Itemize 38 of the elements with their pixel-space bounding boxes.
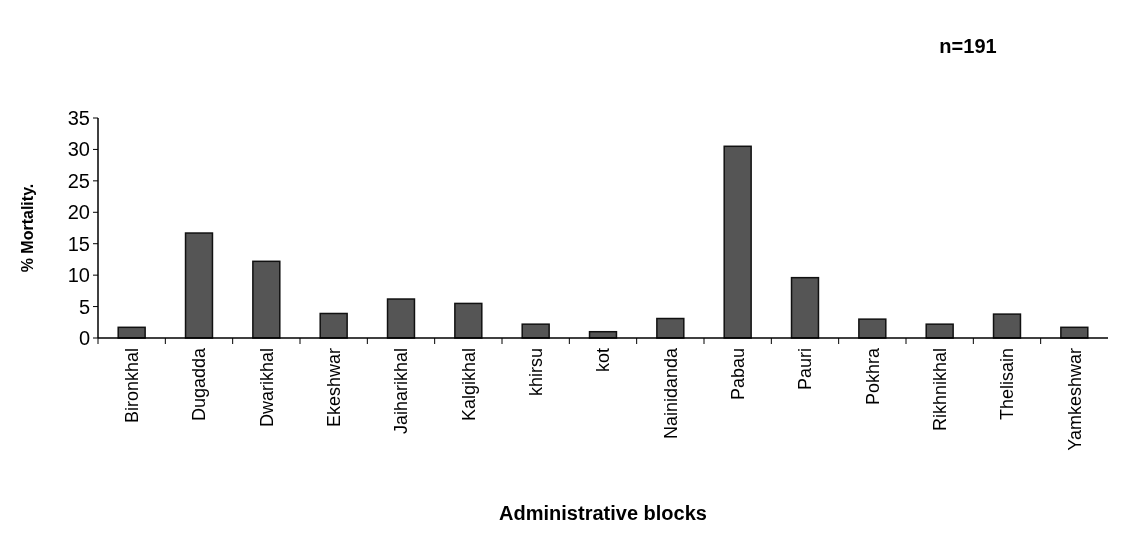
bar: [454, 302, 483, 339]
bar: [723, 145, 752, 339]
x-axis-title: Administrative blocks: [499, 502, 707, 524]
x-tick-label: Pauri: [795, 348, 816, 391]
bar: [992, 313, 1022, 339]
x-tick-label: khirsu: [525, 348, 546, 397]
x-tick-label: Dwarikhal: [256, 348, 277, 428]
x-tick-label: kot: [593, 348, 614, 373]
x-tick-label: Dugadda: [189, 347, 210, 422]
x-tick-label: Jaiharikhal: [391, 348, 412, 435]
y-tick-label: 25: [67, 169, 90, 192]
bar: [521, 323, 550, 339]
x-tick-label: Yamkeshwar: [1064, 348, 1085, 451]
y-tick-label: 35: [67, 107, 90, 129]
y-tick-label: 5: [78, 295, 90, 318]
y-tick-label: 20: [67, 201, 90, 224]
chart-title: n=191: [939, 35, 997, 57]
bar: [386, 298, 416, 339]
bar: [252, 260, 281, 339]
x-tick-label: Bironkhal: [121, 348, 142, 424]
y-tick-label: 15: [67, 232, 90, 255]
x-tick-label: Nainidanda: [660, 347, 681, 440]
bar: [184, 232, 214, 339]
bar: [925, 323, 954, 339]
x-tick-label: Ekeshwar: [323, 347, 344, 428]
bar: [319, 312, 348, 339]
bar: [656, 317, 685, 339]
y-tick-label: 30: [67, 138, 90, 161]
y-tick-label: 0: [78, 327, 90, 349]
x-tick-label: Pokhra: [862, 347, 883, 406]
x-tick-label: Thelisain: [997, 348, 1018, 421]
x-tick-label: Pabau: [727, 348, 748, 401]
x-tick-label: Kalgikhal: [458, 348, 479, 422]
bar: [858, 318, 887, 339]
x-tick-label: Rikhnikhal: [929, 348, 950, 432]
bar: [790, 276, 820, 339]
y-tick-label: 10: [67, 264, 90, 287]
y-axis-title: % Mortality.: [19, 183, 36, 273]
